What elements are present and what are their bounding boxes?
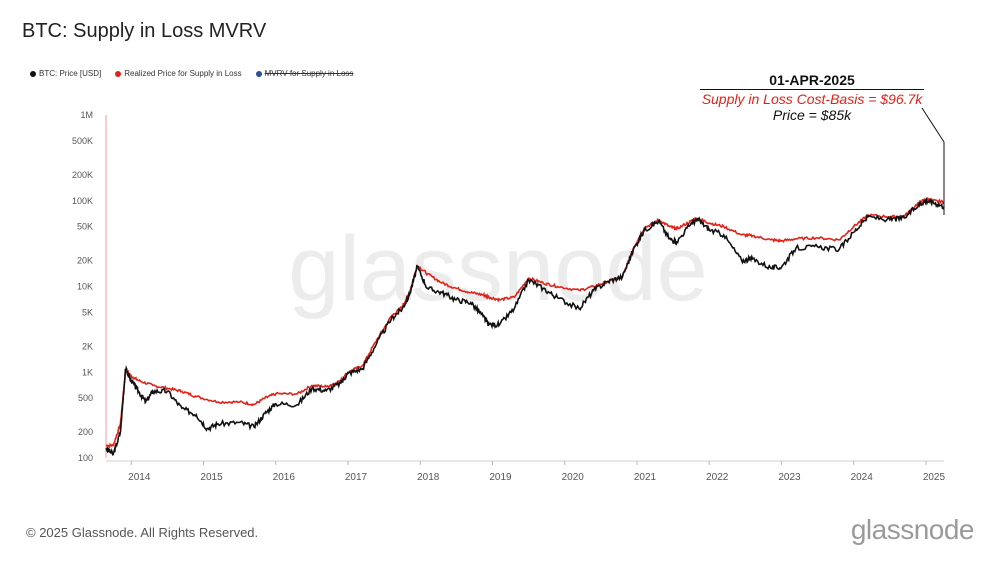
y-tick-label: 500 bbox=[78, 393, 93, 403]
copyright-footer: © 2025 Glassnode. All Rights Reserved. bbox=[26, 525, 259, 540]
x-tick-label: 2018 bbox=[417, 472, 440, 483]
brand-logo: glassnode bbox=[850, 514, 975, 545]
x-tick-label: 2015 bbox=[200, 472, 223, 483]
y-tick-label: 200 bbox=[78, 427, 93, 437]
chart-title: BTC: Supply in Loss MVRV bbox=[22, 20, 267, 42]
legend-item-realized[interactable]: Realized Price for Supply in Loss bbox=[115, 69, 242, 78]
x-tick-label: 2022 bbox=[706, 472, 729, 483]
x-tick-label: 2019 bbox=[489, 472, 512, 483]
x-tick-label: 2020 bbox=[562, 472, 585, 483]
annotation-leader-line bbox=[921, 107, 945, 215]
y-axis: 100 200 500 1K 2K 5K 10K 20K 50K 100K 200K 500K 1M bbox=[72, 110, 93, 463]
y-tick-label: 2K bbox=[82, 341, 93, 351]
legend-label-realized: Realized Price for Supply in Loss bbox=[124, 69, 242, 78]
x-tick-label: 2023 bbox=[778, 472, 801, 483]
y-tick-label: 5K bbox=[82, 307, 93, 317]
y-tick-label: 100K bbox=[72, 196, 93, 206]
y-tick-label: 200K bbox=[72, 170, 93, 180]
x-axis: 2014 2015 2016 2017 2018 2019 2020 2021 2022 2023… bbox=[106, 460, 946, 483]
watermark: glassnode bbox=[288, 218, 707, 320]
legend-dot-mvrv-icon bbox=[255, 70, 262, 77]
x-tick-label: 2016 bbox=[273, 472, 296, 483]
x-tick-label: 2017 bbox=[345, 472, 368, 483]
y-tick-label: 10K bbox=[77, 282, 93, 292]
y-tick-label: 500K bbox=[72, 136, 93, 146]
series-realized-line[interactable] bbox=[106, 196, 945, 450]
legend-dot-realized-icon bbox=[115, 70, 122, 77]
annotation-box: 01-APR-2025 Supply in Loss Cost-Basis = … bbox=[700, 72, 924, 123]
annotation-cost-basis: Supply in Loss Cost-Basis = $96.7k bbox=[701, 91, 923, 107]
series-price-line[interactable] bbox=[105, 196, 945, 456]
y-tick-label: 20K bbox=[77, 256, 93, 266]
legend-label-price: BTC: Price [USD] bbox=[39, 69, 102, 78]
y-tick-label: 50K bbox=[77, 222, 93, 232]
y-tick-label: 1M bbox=[80, 110, 93, 120]
legend-label-mvrv: MVRV for Supply in Loss bbox=[264, 69, 354, 78]
legend-item-price[interactable]: BTC: Price [USD] bbox=[30, 69, 101, 78]
x-tick-label: 2024 bbox=[851, 472, 874, 483]
legend: BTC: Price [USD] Realized Price for Supp… bbox=[30, 69, 353, 78]
x-tick-label: 2025 bbox=[923, 472, 946, 483]
x-tick-label: 2021 bbox=[634, 472, 657, 483]
annotation-price: Price = $85k bbox=[772, 107, 852, 123]
legend-item-mvrv[interactable]: MVRV for Supply in Loss bbox=[255, 69, 354, 78]
annotation-date: 01-APR-2025 bbox=[700, 72, 924, 90]
legend-dot-price-icon bbox=[30, 70, 36, 77]
x-tick-label: 2014 bbox=[128, 472, 151, 483]
y-tick-label: 1K bbox=[82, 367, 93, 377]
y-tick-label: 100 bbox=[78, 453, 93, 463]
